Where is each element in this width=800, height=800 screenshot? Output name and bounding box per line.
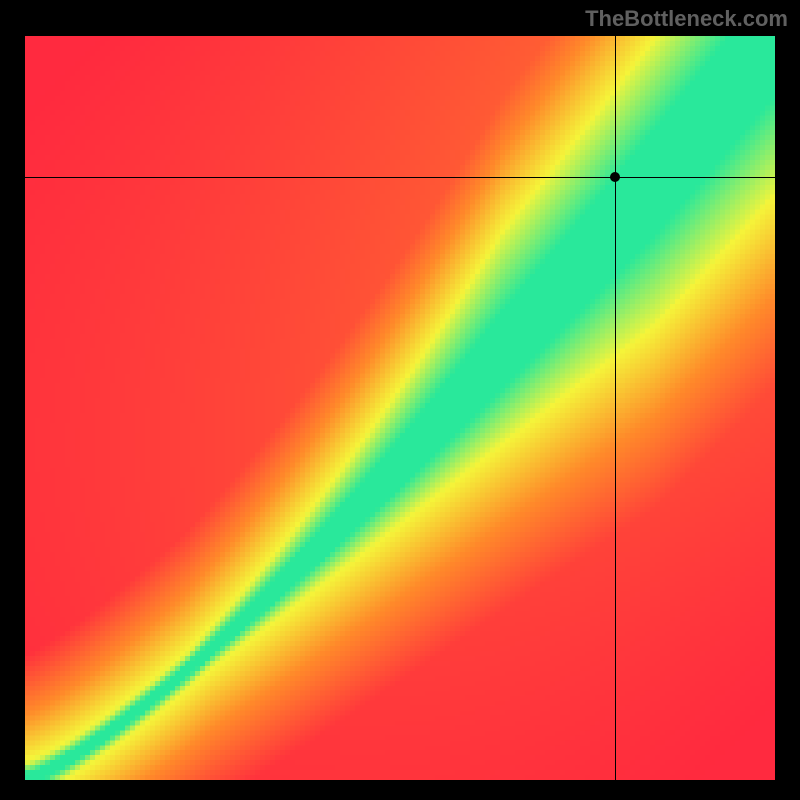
marker-point — [610, 172, 620, 182]
crosshair-vertical — [615, 36, 616, 780]
plot-area — [25, 36, 775, 780]
watermark-text: TheBottleneck.com — [585, 6, 788, 32]
crosshair-horizontal — [25, 177, 775, 178]
chart-container: TheBottleneck.com — [0, 0, 800, 800]
heatmap-canvas — [25, 36, 775, 780]
